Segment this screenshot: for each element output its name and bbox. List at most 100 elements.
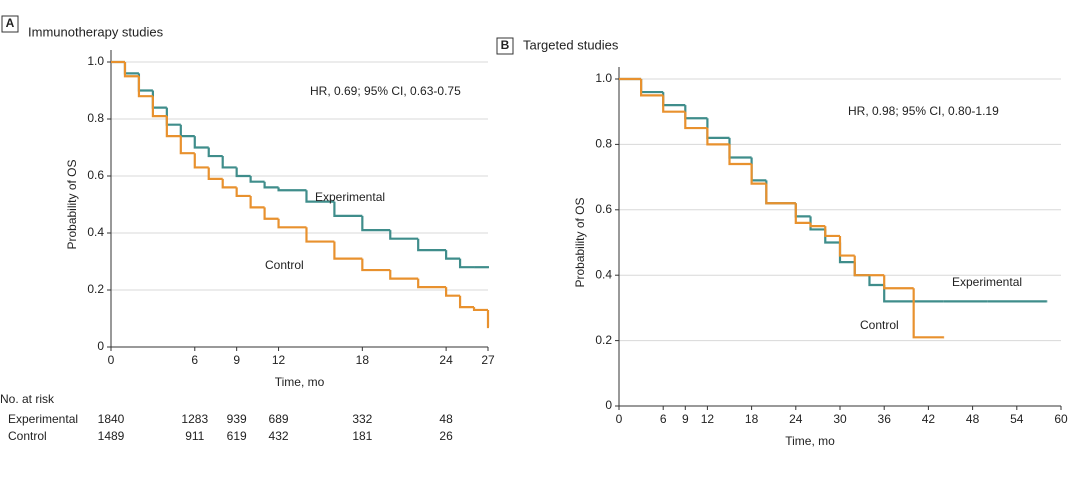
x-tick-label: 12 (272, 353, 286, 367)
risk-count: 432 (269, 429, 289, 443)
survival-step (249, 176, 265, 183)
annotation: HR, 0.69; 95% CI, 0.63-0.75 (310, 84, 461, 98)
survival-step (123, 62, 139, 75)
series-label: Control (860, 318, 899, 332)
survival-step (361, 258, 391, 272)
y-tick-label: 0.2 (595, 333, 612, 347)
survival-step (123, 62, 139, 78)
series-label: Control (265, 258, 304, 272)
x-tick-label: 18 (356, 353, 370, 367)
x-tick-label: 9 (233, 353, 240, 367)
survival-step (662, 95, 686, 113)
survival-step (728, 137, 752, 159)
y-tick-label: 0.6 (87, 168, 104, 182)
x-tick-label: 9 (682, 412, 689, 426)
survival-step (750, 164, 767, 185)
survival-step (151, 90, 167, 109)
survival-step (137, 73, 153, 92)
risk-count: 689 (269, 412, 289, 426)
risk-count: 48 (439, 412, 453, 426)
survival-step (179, 136, 195, 155)
series-label: Experimental (315, 190, 385, 204)
x-tick-label: 24 (789, 412, 803, 426)
survival-step (361, 215, 391, 232)
x-tick-label: 24 (439, 353, 453, 367)
survival-step (165, 116, 181, 138)
survival-step (235, 167, 251, 178)
survival-step (445, 250, 461, 260)
survival-step (728, 144, 752, 166)
y-tick-label: 0.4 (595, 267, 612, 281)
survival-step (883, 275, 914, 290)
survival-step (662, 92, 686, 107)
survival-step (137, 76, 153, 98)
survival-step (684, 111, 708, 130)
survival-step (750, 157, 767, 182)
survival-step (809, 216, 826, 231)
panel-letter: B (501, 38, 510, 52)
survival-step (868, 275, 885, 287)
x-tick-label: 0 (616, 412, 623, 426)
x-axis-label: Time, mo (275, 375, 325, 389)
risk-count: 26 (439, 429, 453, 443)
survival-step (853, 255, 870, 277)
survival-step (179, 124, 195, 138)
panel-title: Immunotherapy studies (28, 24, 164, 39)
x-axis-label: Time, mo (785, 434, 835, 448)
survival-step (838, 235, 855, 257)
survival-step (305, 227, 335, 243)
survival-step (912, 288, 944, 339)
x-tick-label: 0 (108, 353, 115, 367)
survival-step (706, 128, 730, 146)
risk-table-title: No. at risk (0, 392, 55, 406)
survival-step (221, 156, 237, 169)
x-tick-label: 6 (191, 353, 198, 367)
x-tick-label: 12 (701, 412, 715, 426)
y-tick-label: 0.6 (595, 202, 612, 216)
survival-step (640, 79, 664, 94)
survival-step (151, 96, 167, 118)
y-tick-label: 0.2 (87, 282, 104, 296)
y-tick-label: 0 (97, 339, 104, 353)
x-tick-label: 6 (660, 412, 667, 426)
risk-count: 911 (185, 429, 204, 443)
survival-step (193, 136, 209, 149)
y-tick-label: 0.4 (87, 225, 104, 239)
survival-step (235, 187, 251, 198)
survival-step (794, 203, 811, 224)
x-tick-label: 42 (922, 412, 936, 426)
risk-row-name: Experimental (8, 412, 78, 426)
survival-step (706, 118, 730, 139)
y-tick-label: 1.0 (595, 71, 612, 85)
survival-step (333, 201, 363, 217)
y-axis-label: Probability of OS (65, 159, 79, 249)
survival-step (486, 309, 490, 329)
survival-step (389, 230, 419, 240)
survival-step (458, 295, 475, 309)
panel-box (496, 37, 514, 55)
series-label: Experimental (952, 275, 1022, 289)
survival-step (221, 178, 237, 189)
survival-step (640, 79, 664, 97)
survival-step (207, 147, 223, 158)
survival-step (263, 181, 279, 189)
risk-row-name: Control (8, 429, 47, 443)
survival-step (389, 270, 419, 280)
survival-step (333, 241, 363, 260)
survival-step (458, 258, 475, 269)
panel-box (1, 15, 19, 33)
y-axis-label: Probability of OS (573, 197, 587, 287)
risk-count: 1283 (181, 412, 208, 426)
survival-step (472, 307, 488, 312)
survival-step (765, 180, 796, 205)
survival-step (193, 153, 209, 169)
survival-step (263, 207, 279, 220)
survival-step (277, 187, 307, 192)
x-tick-label: 48 (966, 412, 980, 426)
panel-letter: A (6, 16, 15, 30)
risk-count: 1489 (98, 429, 125, 443)
x-tick-label: 54 (1010, 412, 1024, 426)
survival-step (883, 285, 914, 303)
survival-step (165, 107, 181, 126)
